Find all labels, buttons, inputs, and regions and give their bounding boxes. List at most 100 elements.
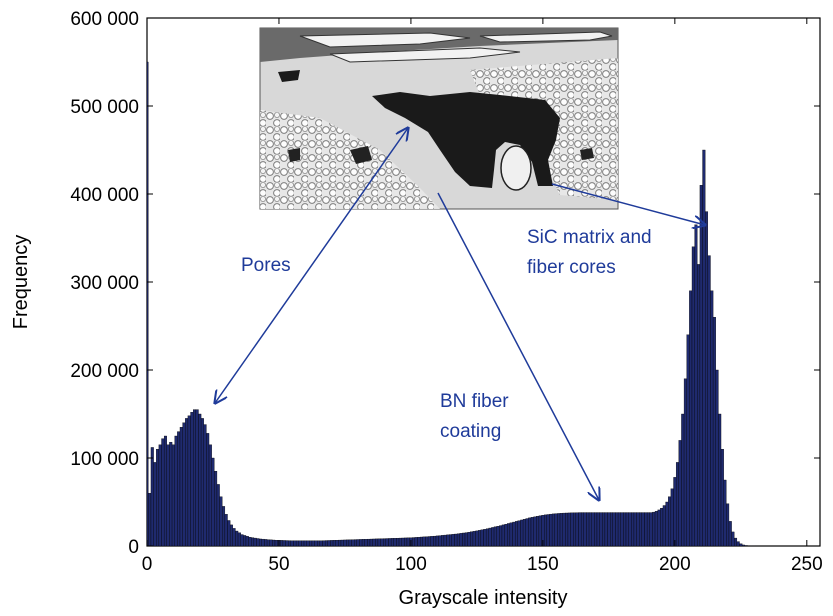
histogram-bar: [375, 539, 378, 546]
histogram-bar: [381, 539, 384, 546]
histogram-bar: [317, 541, 320, 546]
histogram-bar: [544, 515, 547, 546]
histogram-bar: [204, 425, 207, 546]
histogram-bar: [407, 538, 410, 546]
y-tick-label: 500 000: [70, 97, 139, 118]
histogram-bar: [362, 539, 365, 546]
histogram-bar: [270, 540, 273, 546]
histogram-bar: [497, 526, 500, 546]
histogram-bar: [650, 513, 653, 546]
histogram-bar: [647, 513, 650, 546]
histogram-bar: [705, 212, 708, 546]
histogram-bar: [610, 513, 613, 546]
histogram-bar: [312, 541, 315, 546]
histogram-bar: [539, 516, 542, 546]
histogram-bar: [663, 506, 666, 546]
histogram-bar: [737, 542, 740, 546]
histogram-bar: [579, 513, 582, 546]
histogram-bar: [196, 410, 199, 546]
histogram-bar: [412, 538, 415, 546]
histogram-bar: [399, 538, 402, 546]
y-tick-label: 100 000: [70, 449, 139, 470]
histogram-bar: [613, 513, 616, 546]
histogram-bar: [346, 540, 349, 546]
sic-matrix-label-line-1: SiC matrix and: [527, 227, 652, 248]
histogram-bar: [621, 513, 624, 546]
y-tick-label: 300 000: [70, 273, 139, 294]
histogram-bar: [396, 538, 399, 546]
histogram-bar: [631, 513, 634, 546]
histogram-bar: [333, 540, 336, 546]
histogram-bar: [439, 536, 442, 546]
y-tick-label: 200 000: [70, 361, 139, 382]
histogram-bar: [586, 513, 589, 546]
histogram-bar: [291, 541, 294, 546]
histogram-bar: [547, 515, 550, 547]
histogram-bar: [191, 412, 194, 546]
histogram-bar: [560, 513, 563, 546]
histogram-bar: [309, 541, 312, 546]
histogram-bar: [425, 537, 428, 546]
histogram-bar: [668, 497, 671, 546]
histogram-bar: [441, 535, 444, 546]
histogram-bar: [175, 436, 178, 546]
histogram-bar: [428, 537, 431, 547]
histogram-bar: [507, 523, 510, 546]
histogram-bar: [217, 484, 220, 546]
histogram-bar: [745, 545, 748, 546]
histogram-bar: [370, 539, 373, 546]
histogram-bar: [241, 535, 244, 546]
histogram-bar: [697, 264, 700, 546]
histogram-bar: [275, 540, 278, 546]
histogram-bar: [681, 414, 684, 546]
histogram-bar: [510, 523, 513, 546]
histogram-bar: [655, 511, 658, 546]
histogram-bar: [626, 513, 629, 546]
x-tick-label: 100: [395, 554, 427, 575]
histogram-bar: [666, 502, 669, 546]
histogram-bar: [147, 62, 148, 546]
histogram-bar: [470, 532, 473, 546]
histogram-bar: [201, 418, 204, 546]
histogram-bar: [565, 513, 568, 546]
histogram-bar: [228, 520, 231, 546]
histogram-bar: [254, 538, 257, 546]
histogram-bar: [531, 517, 534, 546]
histogram-bar: [222, 506, 225, 546]
histogram-bar: [323, 541, 326, 546]
histogram-bar: [183, 423, 186, 546]
histogram-bar: [486, 529, 489, 546]
histogram-bar: [177, 432, 180, 546]
histogram-bar: [325, 541, 328, 546]
histogram-bar: [679, 440, 682, 546]
histogram-bar: [523, 519, 526, 546]
histogram-bar: [283, 540, 286, 546]
histogram-bar: [710, 291, 713, 546]
histogram-bar: [209, 445, 212, 546]
histogram-bar: [568, 513, 571, 546]
histogram-bar: [520, 520, 523, 546]
histogram-bar: [740, 544, 743, 546]
histogram-bar: [162, 439, 165, 546]
histogram-bar: [478, 530, 481, 546]
histogram-bar: [481, 530, 484, 546]
histogram-bar: [349, 540, 352, 546]
histogram-bar: [373, 539, 376, 546]
y-axis-label: Frequency: [10, 235, 32, 330]
histogram-bar: [700, 185, 703, 546]
histogram-bar: [169, 442, 172, 546]
histogram-bar: [296, 541, 299, 546]
histogram-bar: [644, 513, 647, 546]
histogram-bar: [454, 534, 457, 546]
histogram-bar: [692, 247, 695, 546]
histogram-bar: [420, 537, 423, 546]
micrograph-small-pore-4: [580, 148, 594, 160]
histogram-bar: [689, 291, 692, 546]
histogram-bar: [484, 529, 487, 546]
histogram-bar: [286, 541, 289, 546]
histogram-bar: [703, 150, 706, 546]
histogram-bar: [536, 516, 539, 546]
histogram-bar: [605, 513, 608, 546]
